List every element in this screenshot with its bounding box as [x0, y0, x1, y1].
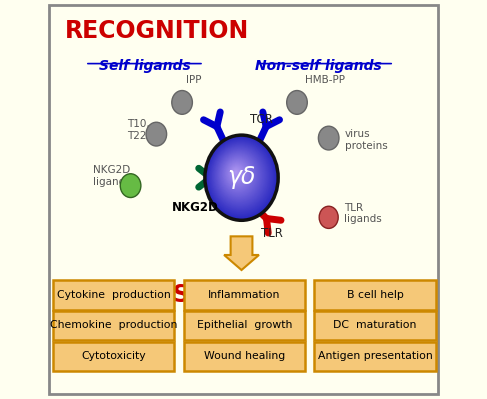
FancyBboxPatch shape: [53, 342, 174, 371]
Text: Inflammation: Inflammation: [208, 290, 281, 300]
Ellipse shape: [213, 145, 266, 207]
Ellipse shape: [212, 143, 269, 209]
FancyBboxPatch shape: [184, 311, 305, 340]
Text: TLR
ligands: TLR ligands: [344, 203, 381, 224]
Text: TCR: TCR: [250, 113, 273, 126]
FancyBboxPatch shape: [184, 280, 305, 310]
Text: $\gamma\delta$: $\gamma\delta$: [227, 164, 256, 191]
Ellipse shape: [225, 160, 249, 188]
Ellipse shape: [214, 146, 265, 206]
Ellipse shape: [228, 163, 246, 184]
FancyBboxPatch shape: [53, 311, 174, 340]
Ellipse shape: [206, 137, 276, 218]
FancyBboxPatch shape: [315, 311, 436, 340]
Ellipse shape: [206, 136, 277, 219]
Ellipse shape: [235, 171, 237, 173]
FancyBboxPatch shape: [315, 342, 436, 371]
FancyArrow shape: [224, 236, 259, 270]
Text: TLR: TLR: [261, 227, 282, 240]
Ellipse shape: [211, 142, 270, 211]
Text: Self ligands: Self ligands: [98, 59, 190, 73]
Ellipse shape: [212, 144, 267, 208]
Ellipse shape: [287, 91, 307, 114]
Ellipse shape: [233, 169, 239, 176]
Ellipse shape: [172, 91, 192, 114]
Text: NKG2D
ligands: NKG2D ligands: [93, 165, 131, 186]
Ellipse shape: [219, 152, 259, 198]
Ellipse shape: [225, 159, 250, 189]
Ellipse shape: [220, 152, 258, 197]
Text: RESPONSE: RESPONSE: [65, 283, 207, 307]
Ellipse shape: [224, 157, 253, 191]
Ellipse shape: [220, 154, 257, 196]
Ellipse shape: [216, 149, 262, 202]
Text: RECOGNITION: RECOGNITION: [65, 19, 249, 43]
Ellipse shape: [209, 140, 273, 214]
FancyBboxPatch shape: [315, 280, 436, 310]
Ellipse shape: [207, 138, 275, 217]
FancyBboxPatch shape: [49, 5, 438, 394]
Text: Epithelial  growth: Epithelial growth: [197, 320, 292, 330]
Ellipse shape: [215, 147, 264, 205]
Text: B cell help: B cell help: [347, 290, 404, 300]
Ellipse shape: [224, 158, 252, 190]
Text: DC  maturation: DC maturation: [334, 320, 417, 330]
Ellipse shape: [229, 164, 244, 182]
Ellipse shape: [221, 154, 256, 195]
FancyBboxPatch shape: [53, 280, 174, 310]
Text: HMB-PP: HMB-PP: [305, 75, 345, 85]
Ellipse shape: [216, 148, 263, 203]
Text: T10,
T22: T10, T22: [127, 119, 150, 141]
Ellipse shape: [217, 150, 261, 201]
Ellipse shape: [146, 122, 167, 146]
Text: NKG2D: NKG2D: [172, 201, 219, 214]
Ellipse shape: [223, 156, 254, 192]
Ellipse shape: [319, 206, 338, 228]
Ellipse shape: [218, 151, 260, 200]
Ellipse shape: [227, 162, 247, 185]
Text: virus
proteins: virus proteins: [344, 129, 387, 151]
Text: Chemokine  production: Chemokine production: [50, 320, 177, 330]
Ellipse shape: [318, 126, 339, 150]
Text: Cytotoxicity: Cytotoxicity: [81, 352, 146, 361]
Ellipse shape: [234, 170, 238, 174]
Ellipse shape: [231, 166, 242, 179]
Text: Wound healing: Wound healing: [204, 352, 285, 361]
Text: Antigen presentation: Antigen presentation: [318, 352, 432, 361]
Text: IPP: IPP: [186, 75, 202, 85]
Ellipse shape: [209, 140, 272, 213]
Text: Cytokine  production: Cytokine production: [56, 290, 170, 300]
Ellipse shape: [232, 168, 240, 177]
Ellipse shape: [232, 167, 241, 178]
Ellipse shape: [229, 164, 245, 183]
FancyBboxPatch shape: [184, 342, 305, 371]
Ellipse shape: [230, 165, 243, 180]
Ellipse shape: [205, 135, 278, 220]
Ellipse shape: [120, 174, 141, 198]
Ellipse shape: [226, 161, 248, 186]
Text: Non-self ligands: Non-self ligands: [255, 59, 382, 73]
Ellipse shape: [210, 142, 271, 212]
Ellipse shape: [222, 155, 255, 194]
Ellipse shape: [208, 139, 274, 215]
